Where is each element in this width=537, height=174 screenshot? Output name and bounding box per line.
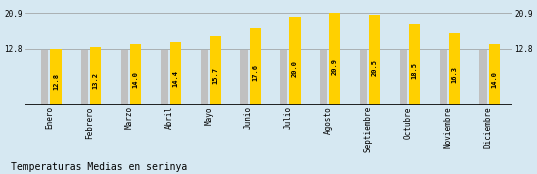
Text: 20.5: 20.5 xyxy=(372,59,378,76)
Text: Temperaturas Medias en serinya: Temperaturas Medias en serinya xyxy=(11,162,187,172)
Text: 14.0: 14.0 xyxy=(491,71,497,88)
Bar xyxy=(440,50,447,105)
Bar xyxy=(121,50,128,105)
Bar xyxy=(161,50,168,105)
Text: 17.6: 17.6 xyxy=(252,64,258,81)
Text: 14.0: 14.0 xyxy=(133,71,139,88)
Text: 20.0: 20.0 xyxy=(292,60,298,77)
Text: 20.9: 20.9 xyxy=(332,58,338,75)
Bar xyxy=(400,50,407,105)
Bar xyxy=(210,36,221,105)
Bar xyxy=(130,44,141,105)
Bar xyxy=(170,42,181,105)
Bar xyxy=(50,49,62,105)
Text: 12.8: 12.8 xyxy=(53,73,59,90)
Bar xyxy=(449,33,460,105)
Bar xyxy=(280,50,287,105)
Bar xyxy=(289,17,301,105)
Bar xyxy=(250,28,261,105)
Bar xyxy=(41,50,48,105)
Bar xyxy=(329,13,340,105)
Bar xyxy=(81,50,88,105)
Bar xyxy=(90,47,101,105)
Bar xyxy=(480,50,487,105)
Text: 15.7: 15.7 xyxy=(212,68,219,84)
Text: 14.4: 14.4 xyxy=(172,70,178,87)
Bar xyxy=(489,44,500,105)
Text: 13.2: 13.2 xyxy=(93,72,99,89)
Bar xyxy=(241,50,248,105)
Bar xyxy=(360,50,367,105)
Bar xyxy=(320,50,327,105)
Bar xyxy=(369,15,380,105)
Text: 16.3: 16.3 xyxy=(452,66,458,83)
Bar xyxy=(200,50,208,105)
Text: 18.5: 18.5 xyxy=(411,62,418,79)
Bar xyxy=(409,24,420,105)
